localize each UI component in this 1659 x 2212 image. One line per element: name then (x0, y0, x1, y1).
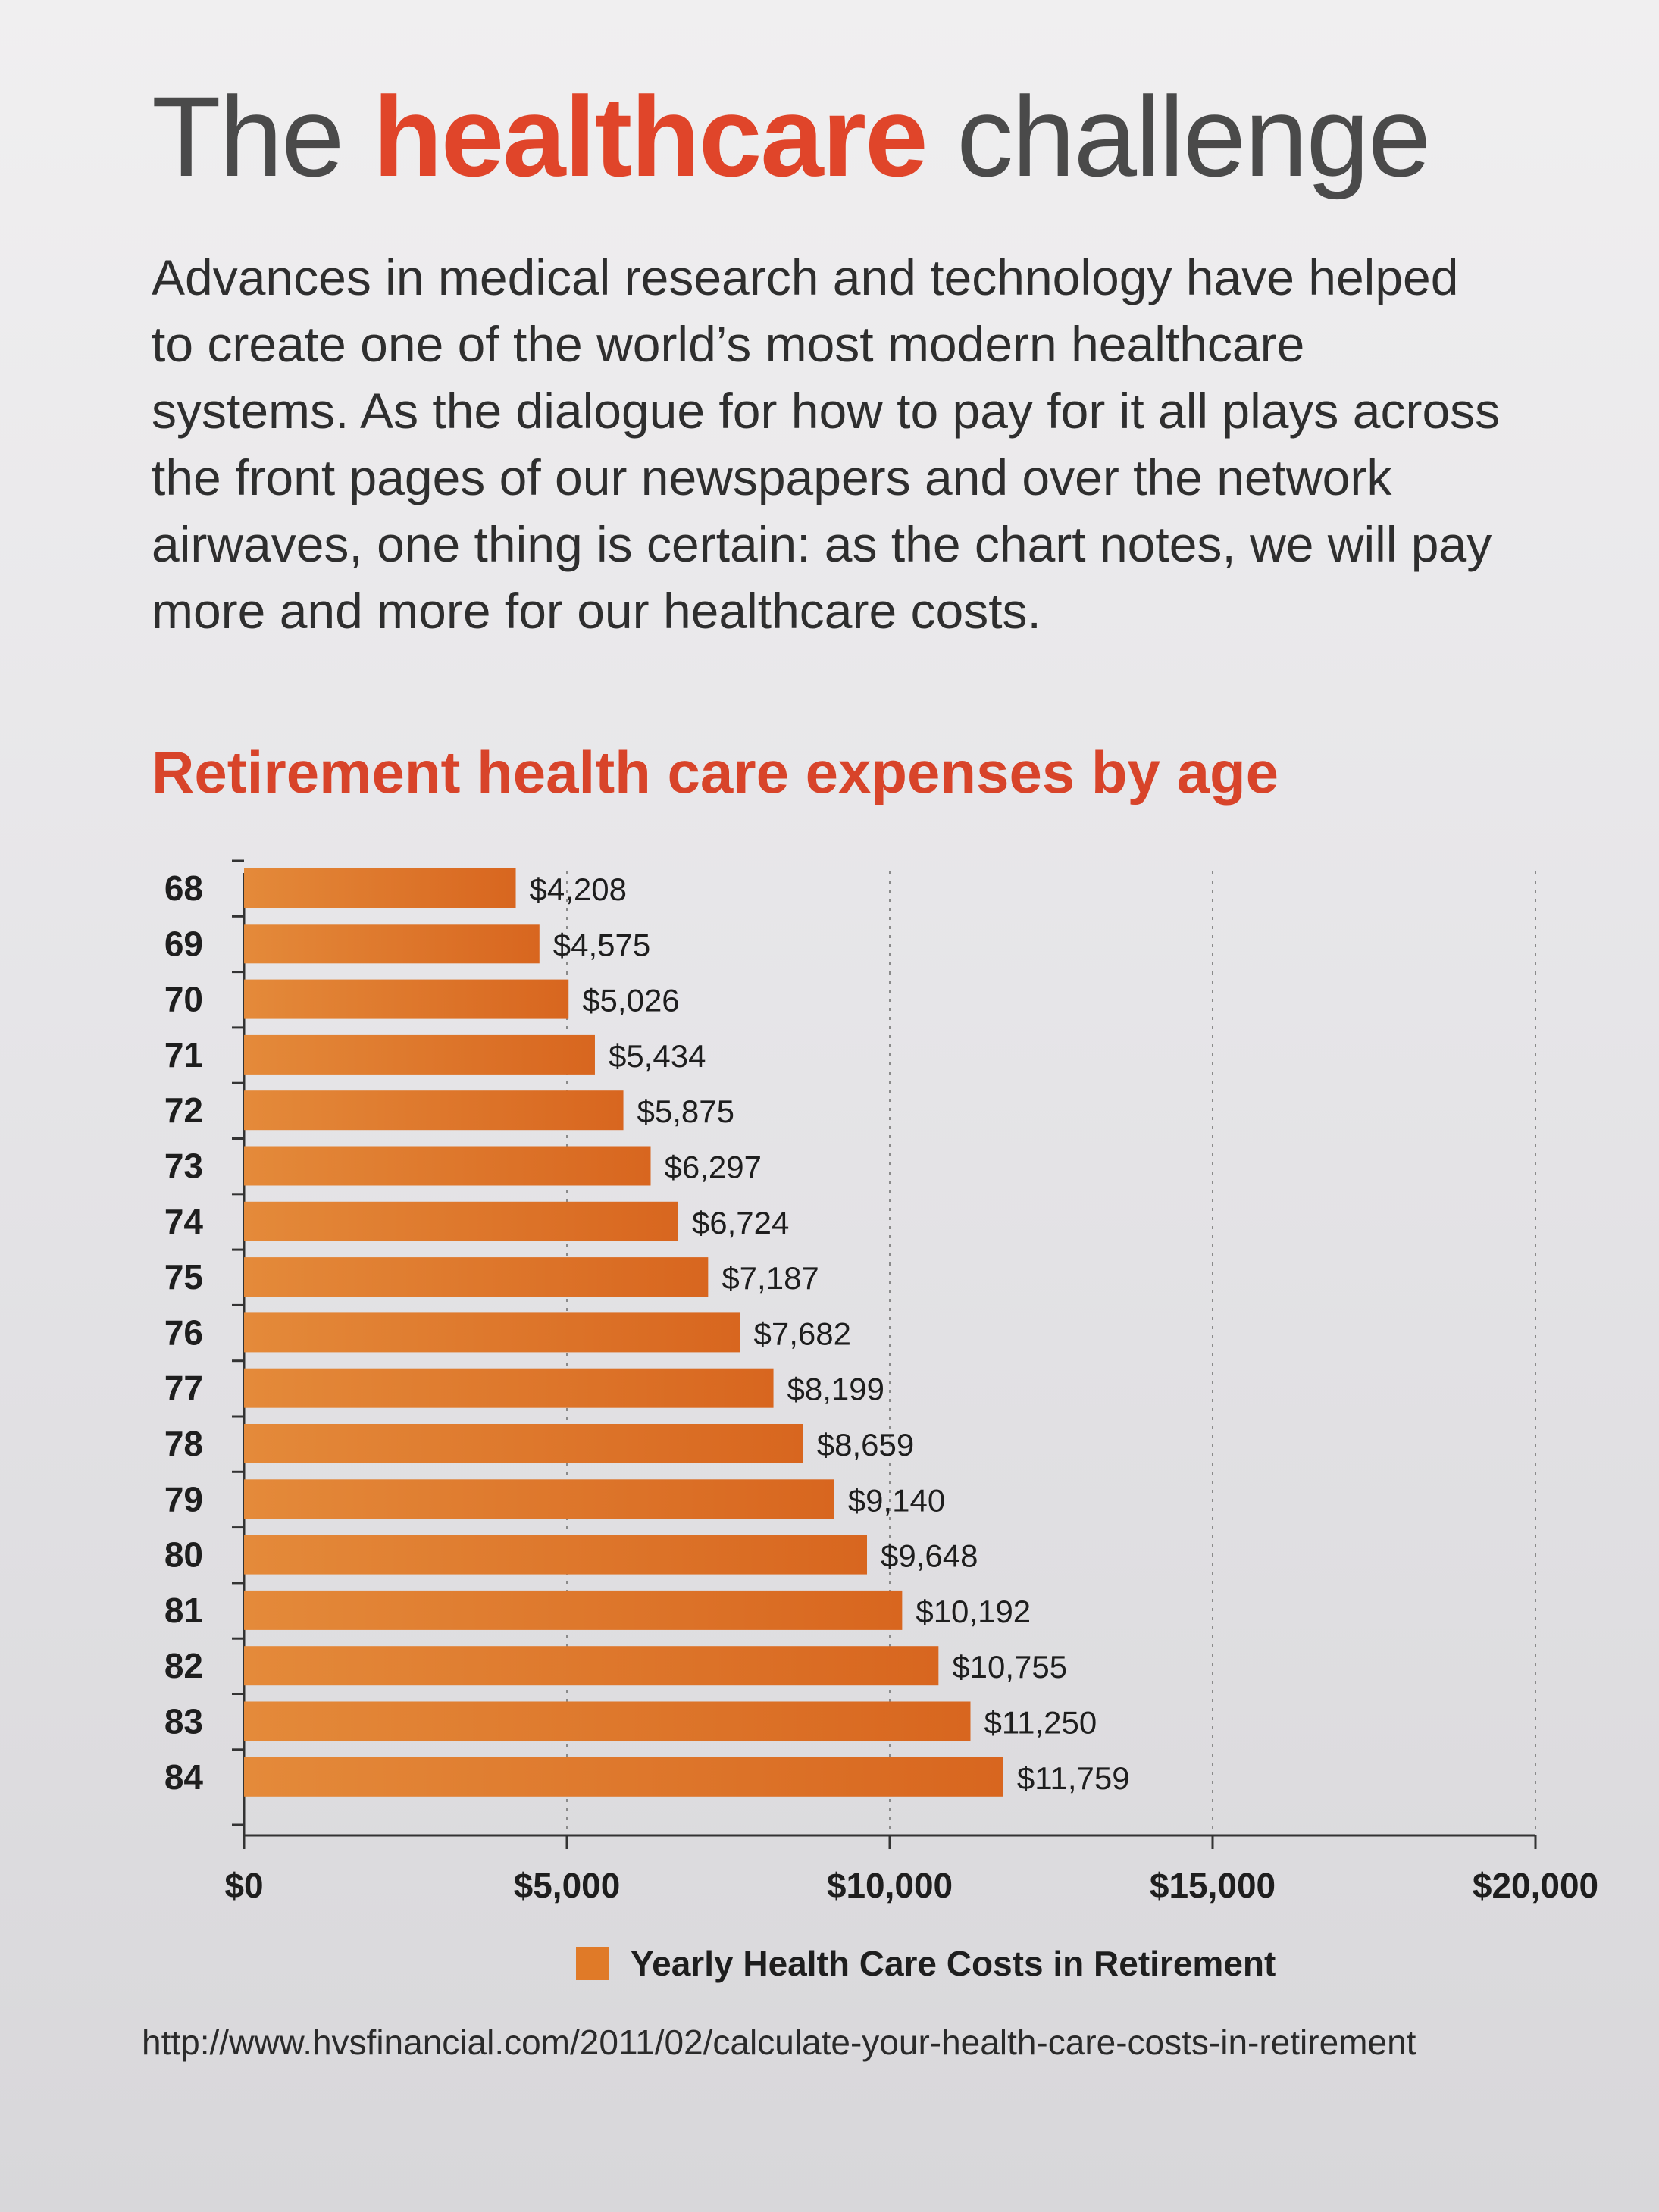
y-tick-label: 78 (164, 1424, 203, 1463)
y-tick-label: 71 (164, 1035, 203, 1075)
bar-value-label: $11,250 (984, 1705, 1097, 1741)
legend-swatch (576, 1947, 609, 1980)
bar-value-label: $8,199 (787, 1372, 884, 1407)
bar-value-label: $9,648 (881, 1538, 978, 1574)
bar (244, 1590, 903, 1630)
x-tick-label: $0 (224, 1866, 263, 1905)
bar-value-label: $7,682 (754, 1316, 851, 1351)
bar-value-label: $6,724 (692, 1205, 789, 1241)
bar (244, 1646, 939, 1686)
title-suffix: challenge (926, 73, 1431, 200)
page-title: The healthcare challenge (152, 80, 1431, 193)
title-prefix: The (152, 73, 374, 200)
bar-value-label: $4,208 (530, 871, 627, 907)
y-tick-label: 83 (164, 1702, 203, 1741)
title-highlight: healthcare (373, 73, 928, 200)
bar-value-label: $10,755 (952, 1649, 1067, 1685)
bar (244, 1701, 971, 1741)
x-tick-label: $20,000 (1473, 1866, 1598, 1905)
bar (244, 924, 540, 964)
bar-value-label: $6,297 (665, 1150, 762, 1185)
y-tick-label: 76 (164, 1312, 203, 1352)
bar (244, 1312, 740, 1353)
intro-paragraph: Advances in medical research and technol… (152, 249, 1501, 639)
y-tick-label: 73 (164, 1147, 203, 1186)
bar (244, 1034, 595, 1075)
y-tick-label: 81 (164, 1591, 203, 1630)
bar-value-label: $10,192 (916, 1594, 1031, 1629)
bar-value-label: $11,759 (1017, 1760, 1130, 1796)
y-tick-label: 80 (164, 1535, 203, 1575)
bar (244, 979, 569, 1019)
y-tick-label: 82 (164, 1646, 203, 1685)
y-tick-label: 84 (164, 1757, 204, 1797)
bar (244, 1479, 834, 1519)
y-tick-label: 68 (164, 868, 203, 908)
bar-value-label: $8,659 (817, 1427, 914, 1463)
bar-value-label: $5,875 (637, 1093, 734, 1129)
y-tick-label: 77 (164, 1369, 203, 1408)
x-tick-label: $5,000 (514, 1866, 621, 1905)
bar (244, 1201, 678, 1241)
bar-value-label: $4,575 (553, 927, 650, 962)
y-tick-label: 75 (164, 1257, 203, 1297)
bar (244, 1257, 709, 1297)
bar (244, 1535, 868, 1575)
y-tick-label: 74 (164, 1202, 204, 1241)
chart-title: Retirement health care expenses by age (152, 739, 1279, 806)
legend-label: Yearly Health Care Costs in Retirement (631, 1944, 1276, 1983)
bar (244, 1424, 803, 1463)
x-tick-label: $10,000 (827, 1866, 953, 1905)
y-tick-label: 79 (164, 1479, 203, 1519)
y-tick-label: 70 (164, 980, 203, 1019)
x-tick-label: $15,000 (1150, 1866, 1276, 1905)
bar (244, 1146, 651, 1186)
bar-value-label: $5,026 (582, 983, 679, 1018)
y-tick-label: 69 (164, 924, 203, 963)
chart-legend: Yearly Health Care Costs in Retirement (576, 1942, 1276, 1985)
bar-value-label: $7,187 (722, 1260, 819, 1296)
bar (244, 1368, 774, 1408)
bar-chart: 68 $4,208 69 $4,575 70 $5,026 71 $5,434 72 $5,875… (164, 859, 1598, 1905)
source-url: http://www.hvsfinancial.com/2011/02/calc… (142, 2023, 1416, 2062)
bar-value-label: $5,434 (609, 1038, 706, 1074)
y-tick-label: 72 (164, 1090, 203, 1130)
bar (244, 1757, 1003, 1797)
bar (244, 868, 516, 908)
bar-value-label: $9,140 (848, 1482, 945, 1518)
bar (244, 1090, 624, 1131)
